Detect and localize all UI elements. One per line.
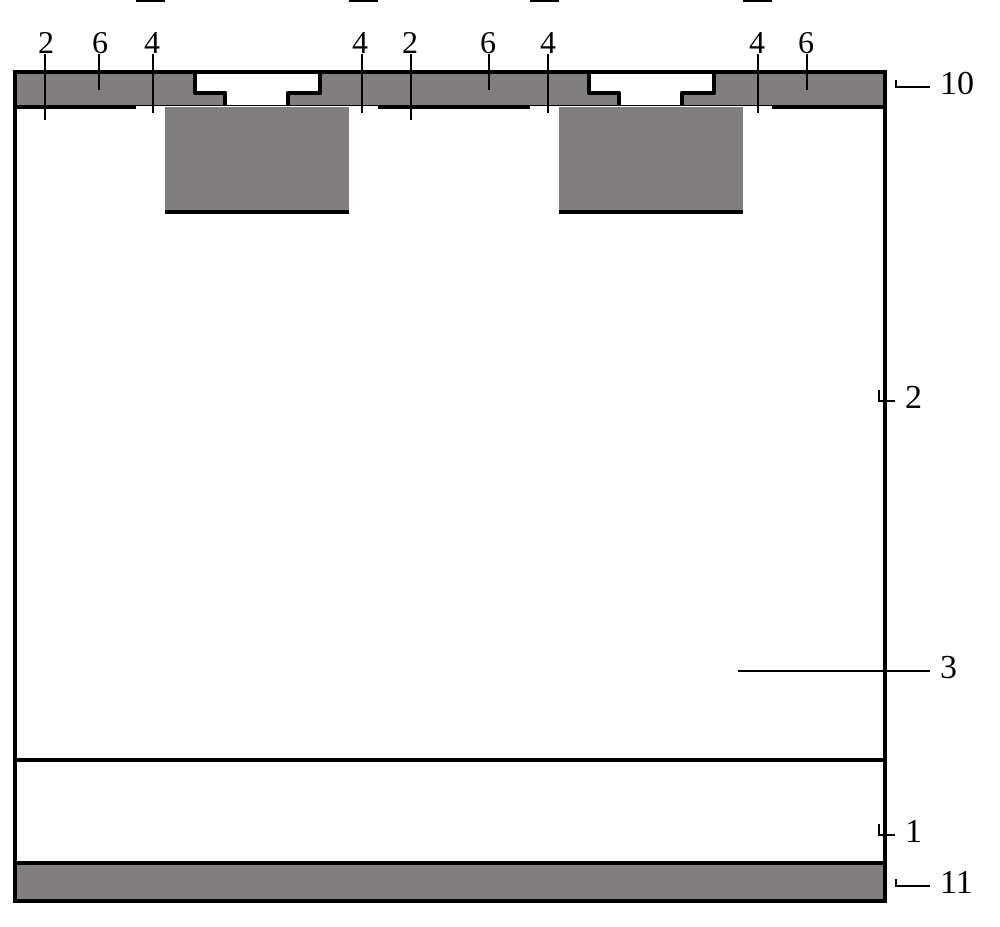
- leader-line: [878, 834, 895, 836]
- callout-label-2: 2: [905, 379, 922, 417]
- callout-label-2: 2: [38, 24, 54, 61]
- leader-line: [410, 54, 412, 120]
- leader-line: [895, 86, 930, 88]
- leader-line: [152, 54, 154, 113]
- leader-line: [806, 54, 808, 90]
- callout-label-3: 3: [940, 649, 957, 687]
- callout-label-6: 6: [92, 24, 108, 61]
- leader-line: [757, 54, 759, 113]
- diagram-root: 2644264461023111: [0, 0, 1000, 927]
- leader-tick: [895, 879, 897, 885]
- leader-line: [361, 54, 363, 113]
- callout-label-4: 4: [352, 24, 368, 61]
- cross-section-svg: [0, 0, 1000, 927]
- leader-line: [488, 54, 490, 90]
- leader-line: [98, 54, 100, 90]
- leader-line: [878, 400, 895, 402]
- leader-line: [547, 54, 549, 113]
- leader-line: [44, 54, 46, 120]
- callout-label-10: 10: [940, 65, 974, 103]
- leader-tick: [878, 824, 880, 834]
- leader-tick: [878, 390, 880, 400]
- leader-line: [895, 885, 930, 887]
- callout-label-1: 1: [905, 813, 922, 851]
- leader-line: [738, 670, 930, 672]
- callout-label-11: 11: [940, 864, 973, 902]
- leader-tick: [895, 80, 897, 86]
